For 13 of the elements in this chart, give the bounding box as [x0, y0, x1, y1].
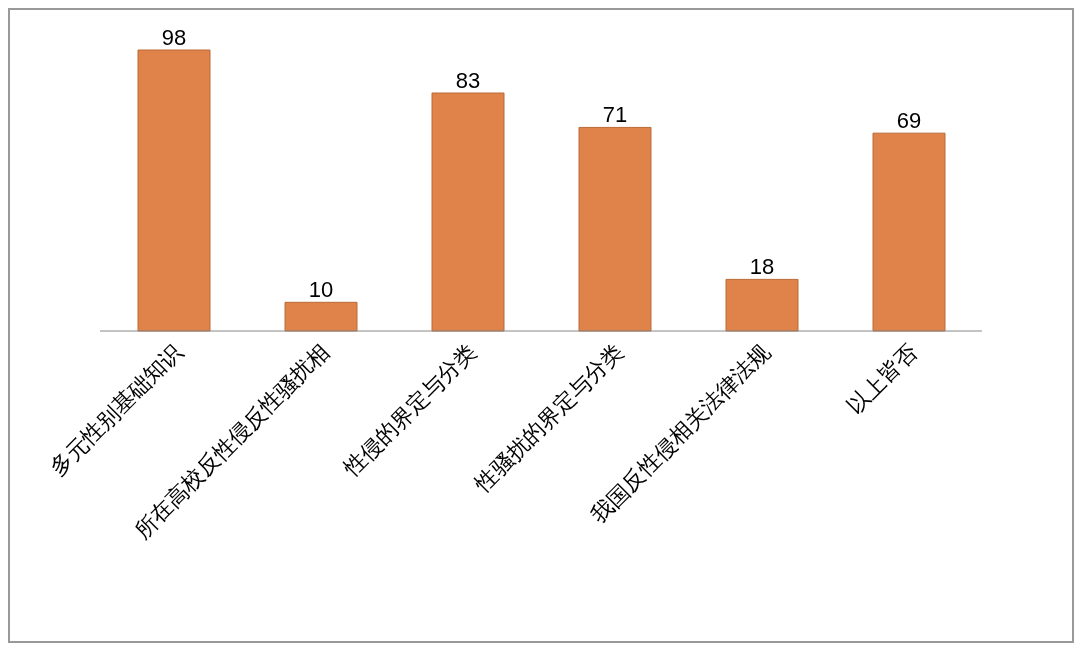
data-label: 71 [602, 102, 628, 128]
bar [578, 126, 652, 332]
data-label: 10 [308, 277, 334, 303]
data-label: 98 [161, 25, 187, 50]
bar [431, 92, 505, 332]
bar [725, 278, 799, 332]
data-label: 69 [896, 108, 922, 134]
data-label: 83 [455, 68, 481, 94]
bar [872, 132, 946, 332]
bar [137, 49, 211, 332]
data-label: 18 [749, 254, 775, 280]
bar [284, 301, 358, 332]
x-tick-label: 以上皆否 [842, 338, 923, 419]
